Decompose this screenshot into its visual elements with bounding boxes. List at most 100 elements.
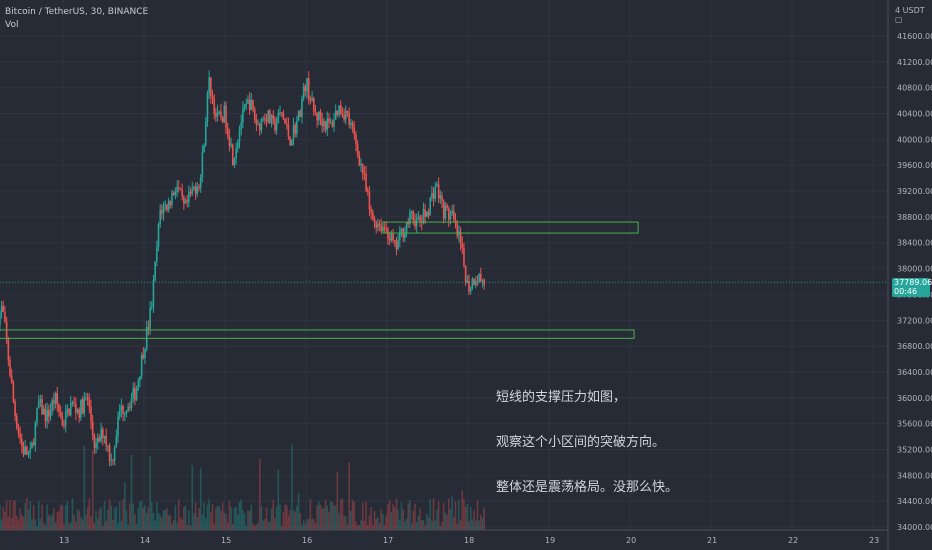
volume-bar [145, 513, 148, 530]
candle-body [309, 99, 312, 102]
volume-bar [177, 498, 180, 530]
volume-bar [61, 505, 64, 530]
volume-bar [223, 512, 226, 530]
volume-bar [201, 514, 204, 530]
volume-bar [243, 513, 246, 530]
candle-body [100, 429, 102, 441]
volume-bar [429, 498, 431, 530]
volume-bar [319, 504, 322, 530]
candle-body [206, 93, 209, 122]
candle-body [292, 125, 295, 140]
candle-body [336, 110, 339, 115]
volume-bar [365, 502, 367, 530]
candle-body [324, 121, 327, 130]
volume-bar [215, 508, 217, 530]
symbol-title[interactable]: Bitcoin / TetherUS, 30, BINANCE [5, 7, 149, 17]
volume-bar [53, 508, 55, 530]
candle-body [174, 192, 177, 195]
volume-bar [134, 513, 136, 530]
candle-body [105, 435, 107, 446]
volume-bar [193, 513, 195, 530]
volume-bar [316, 505, 318, 530]
candle-body [311, 97, 313, 102]
candle-body [0, 305, 3, 313]
y-tick-label: 36000.00 [897, 394, 932, 403]
candle-body [431, 192, 433, 199]
volume-bar [309, 499, 312, 530]
candle-body [454, 219, 457, 222]
candle-body [291, 139, 293, 146]
candle-body [274, 118, 276, 131]
candle-body [162, 205, 165, 214]
candle-body [15, 416, 18, 428]
volume-bar [375, 518, 377, 530]
candle-body [221, 117, 224, 123]
volume-bar [326, 505, 329, 530]
volume-bar [78, 510, 80, 530]
volume-bar [9, 499, 11, 530]
volume-bar [216, 505, 219, 530]
candle-body [463, 247, 465, 266]
volume-bar [348, 462, 350, 530]
candle-body [216, 112, 219, 117]
volume-bar [132, 503, 134, 530]
volume-bar [426, 513, 428, 530]
volume-bar [44, 524, 47, 530]
support-resistance-zone [0, 329, 635, 339]
volume-bar [304, 523, 307, 530]
candle-body [248, 99, 251, 110]
y-tick-label: 34800.00 [897, 471, 932, 480]
y-tick-label: 34400.00 [897, 497, 932, 506]
candle-body [53, 400, 55, 404]
volume-bar [372, 525, 374, 530]
volume-bar [410, 523, 413, 530]
candle-body [269, 110, 271, 124]
candle-body [90, 406, 92, 422]
candle-body [0, 312, 1, 326]
volume-bar [54, 522, 57, 530]
candle-body [426, 211, 428, 217]
y-tick-label: 41200.00 [897, 58, 932, 67]
candle-body [220, 111, 222, 118]
volume-bar [292, 510, 295, 530]
volume-bar [242, 510, 244, 530]
volume-bar [66, 500, 69, 530]
candle-body [245, 103, 248, 106]
volume-bar [274, 518, 276, 530]
candle-body [346, 110, 349, 113]
volume-bar [383, 524, 386, 530]
volume-label[interactable]: Vol [5, 20, 19, 30]
y-tick-label: 39600.00 [897, 161, 932, 170]
annotation-text[interactable]: 短线的支撑压力如图， 观察这个小区间的突破方向。 整体还是震荡格局。没那么快。 [496, 360, 678, 510]
volume-bar [454, 501, 457, 530]
candle-body [299, 110, 302, 117]
volume-bar [417, 516, 420, 530]
volume-bar [258, 458, 261, 530]
volume-bar [2, 506, 5, 530]
volume-bar [280, 525, 283, 530]
candle-body [26, 446, 28, 455]
volume-bar [257, 522, 259, 530]
candle-body [360, 163, 362, 166]
candle-body [405, 222, 408, 234]
candle-body [399, 231, 401, 241]
volume-bar [15, 515, 18, 530]
volume-bar [393, 507, 396, 530]
volume-bar [387, 503, 389, 530]
candle-body [407, 222, 410, 224]
candle-body [169, 200, 172, 205]
volume-bar [32, 505, 35, 530]
candle-body [93, 434, 96, 448]
volume-bar [130, 454, 133, 530]
volume-bar [331, 502, 334, 530]
volume-bar [183, 506, 185, 530]
currency-label[interactable]: 4 USDT ▢ [895, 6, 925, 24]
volume-bar [474, 520, 477, 530]
volume-bar [49, 516, 52, 530]
candle-body [80, 399, 82, 418]
candle-body [390, 233, 393, 241]
candle-body [468, 280, 470, 292]
volume-bar [75, 521, 77, 530]
